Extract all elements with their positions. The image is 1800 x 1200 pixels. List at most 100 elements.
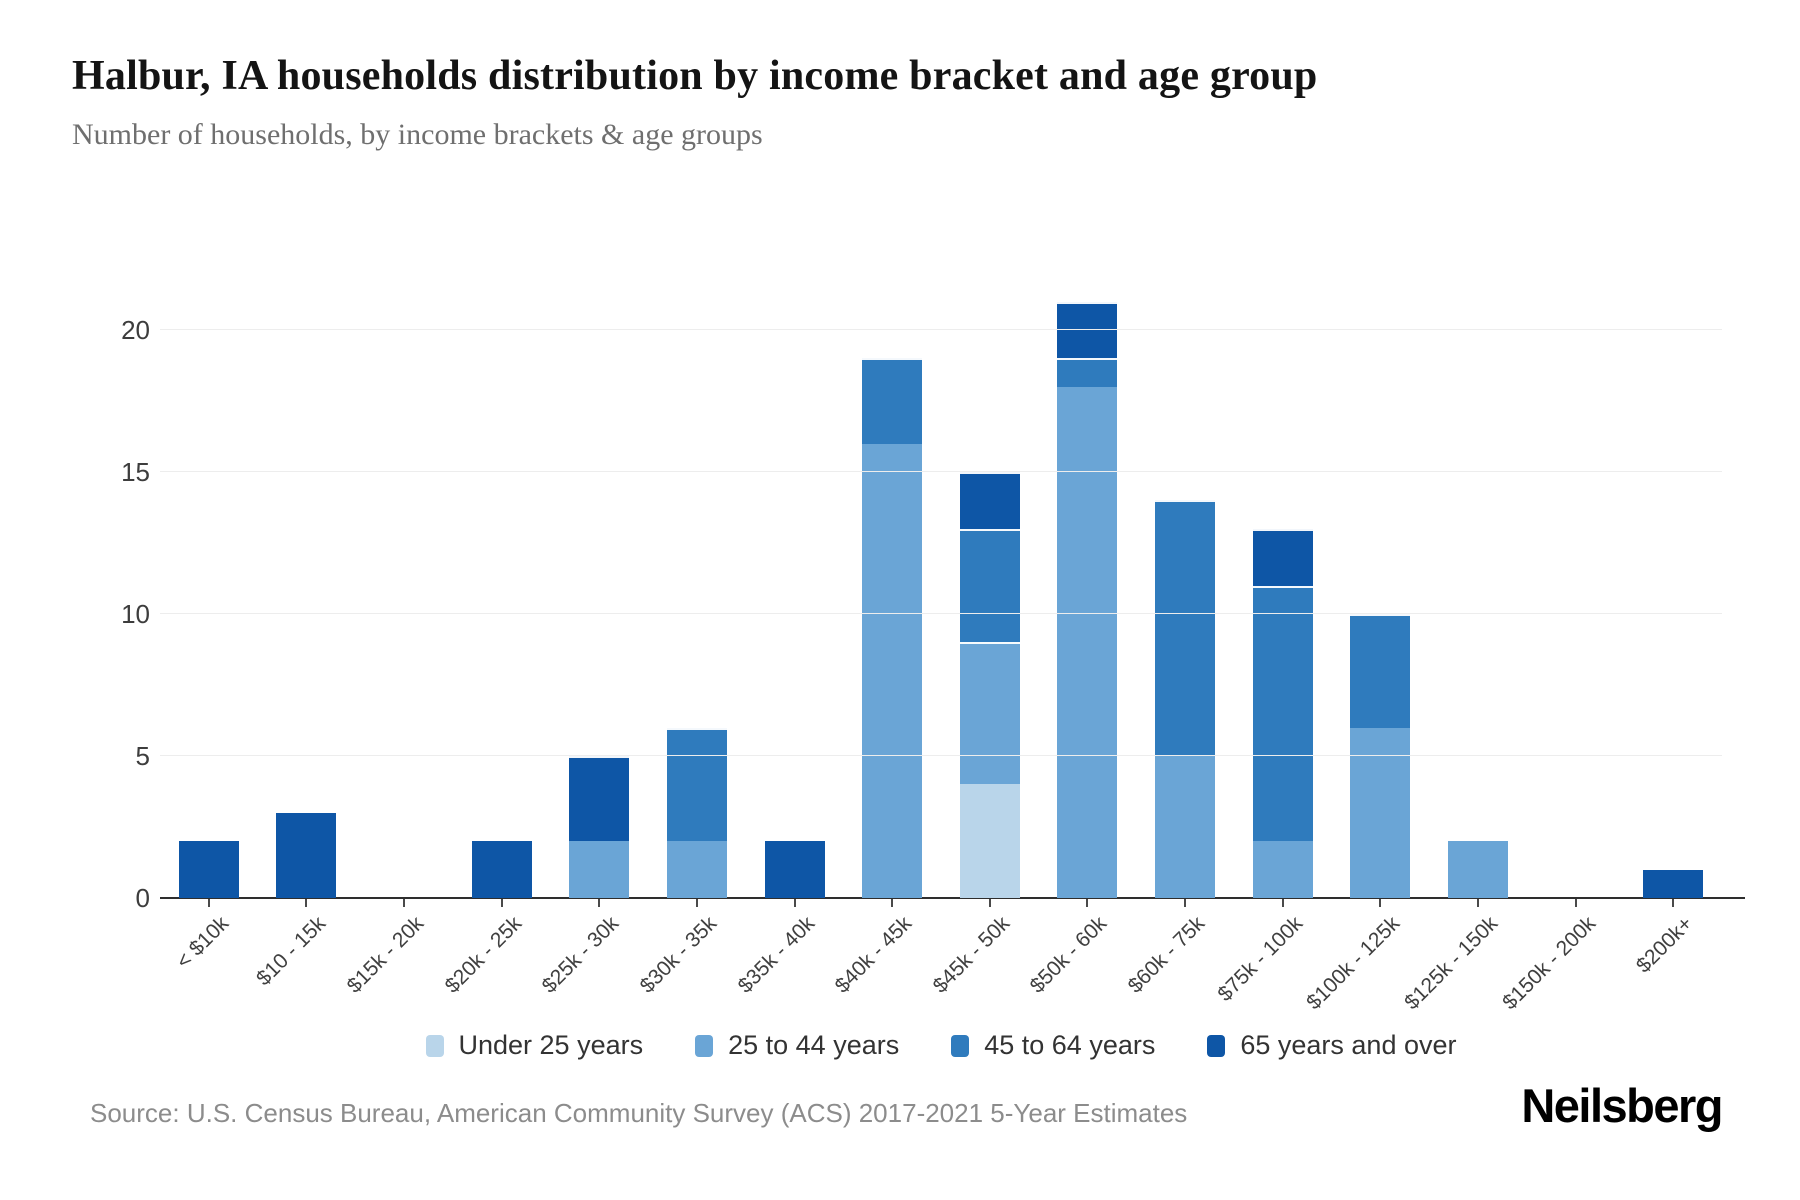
bar-slot <box>551 330 649 907</box>
bar-slot <box>1624 330 1722 907</box>
legend-label: 65 years and over <box>1240 1030 1457 1060</box>
stacked-bar[interactable] <box>764 841 825 898</box>
legend: Under 25 years 25 to 44 years 45 to 64 yea… <box>160 1030 1722 1061</box>
stacked-bar[interactable] <box>666 727 727 898</box>
bar-segment[interactable] <box>569 756 630 842</box>
bar-segment[interactable] <box>178 841 239 898</box>
x-axis-tick-label: $100k - 125k <box>1302 912 1405 1015</box>
bar-segment[interactable] <box>1155 500 1216 756</box>
bar-segment[interactable] <box>276 812 337 898</box>
bar-segment[interactable] <box>959 528 1020 643</box>
source-text: Source: U.S. Census Bureau, American Com… <box>90 1098 1188 1128</box>
x-axis-tick <box>403 899 406 907</box>
stacked-bar[interactable] <box>1447 841 1508 898</box>
bar-segment[interactable] <box>1155 756 1216 898</box>
bar-slot <box>1039 301 1137 907</box>
bar-slot <box>1527 330 1625 907</box>
x-axis-tick-label: $150k - 200k <box>1497 912 1600 1015</box>
stacked-bar[interactable] <box>276 812 337 898</box>
stacked-bar[interactable] <box>1350 614 1411 898</box>
legend-swatch-icon <box>425 1034 444 1057</box>
x-axis-tick <box>1086 899 1089 907</box>
bar-segment[interactable] <box>1057 301 1118 359</box>
bar-segment[interactable] <box>1252 841 1313 898</box>
stacked-bar[interactable] <box>569 756 630 898</box>
bar-segment[interactable] <box>1447 841 1508 898</box>
legend-swatch-icon <box>1207 1034 1226 1057</box>
bar-slot <box>258 330 356 907</box>
bar-segment[interactable] <box>1350 727 1411 898</box>
x-axis-tick <box>793 899 796 907</box>
bar-slot <box>746 330 844 907</box>
x-axis-tick-label: $20k - 25k <box>440 912 526 998</box>
chart-subtitle: Number of households, by income brackets… <box>72 118 763 151</box>
x-axis-tick <box>1184 899 1187 907</box>
x-axis-tick-label: $50k - 60k <box>1026 912 1112 998</box>
bar-segment[interactable] <box>959 784 1020 898</box>
bar-slot <box>843 330 941 907</box>
bar-slot <box>355 330 453 907</box>
bar-segment[interactable] <box>1252 528 1313 586</box>
x-axis-tick <box>1281 899 1284 907</box>
legend-label: 25 to 44 years <box>728 1030 900 1060</box>
stacked-bar[interactable] <box>1252 528 1313 898</box>
x-axis-tick-label: < $10k <box>171 912 234 974</box>
legend-swatch-icon <box>951 1034 970 1057</box>
x-axis-tick-label: $35k - 40k <box>733 912 819 998</box>
bar-segment[interactable] <box>862 443 923 898</box>
x-axis-tick-label: $75k - 100k <box>1213 912 1307 1006</box>
stacked-bar[interactable] <box>862 358 923 898</box>
bar-segment[interactable] <box>666 841 727 898</box>
bar-segment[interactable] <box>1057 358 1118 387</box>
x-axis-tick <box>305 899 308 907</box>
bar-slot <box>453 330 551 907</box>
bar-segment[interactable] <box>666 727 727 842</box>
bar-segment[interactable] <box>959 642 1020 785</box>
y-axis-tick-label: 0 <box>135 883 150 913</box>
bar-segment[interactable] <box>1252 585 1313 842</box>
bar-slot <box>1234 330 1332 907</box>
x-axis-tick <box>1379 899 1382 907</box>
bar-segment[interactable] <box>1643 869 1704 898</box>
gridline-20 <box>160 329 1722 330</box>
x-axis-tick <box>207 899 210 907</box>
x-axis-tick-label: $125k - 150k <box>1400 912 1503 1015</box>
legend-item[interactable]: 25 to 44 years <box>695 1030 899 1061</box>
x-axis-tick-label: $25k - 30k <box>537 912 624 998</box>
x-axis-tick <box>500 899 503 907</box>
stacked-bar[interactable] <box>471 841 532 898</box>
stacked-bar[interactable] <box>959 472 1020 898</box>
bar-slot <box>1429 330 1527 907</box>
gridline-10 <box>160 613 1722 614</box>
legend-item[interactable]: 65 years and over <box>1207 1030 1457 1061</box>
bar-segment[interactable] <box>471 841 532 898</box>
legend-item[interactable]: 45 to 64 years <box>951 1030 1155 1061</box>
gridline-15 <box>160 471 1722 472</box>
bar-segment[interactable] <box>569 841 630 898</box>
x-axis-tick <box>598 899 601 907</box>
x-axis-tick-label: $40k - 45k <box>830 912 917 998</box>
y-axis-tick-label: 15 <box>121 457 150 487</box>
bar-segment[interactable] <box>1350 614 1411 728</box>
legend-label: Under 25 years <box>458 1030 644 1060</box>
bar-segment[interactable] <box>1057 386 1118 898</box>
legend-item[interactable]: Under 25 years <box>425 1030 644 1061</box>
y-axis-tick-label: 10 <box>121 599 150 629</box>
bar-slot <box>941 330 1039 907</box>
bar-slot <box>1332 330 1430 907</box>
stacked-bar[interactable] <box>1057 301 1118 898</box>
x-axis-tick-label: $10 - 15k <box>252 912 331 991</box>
stacked-bar[interactable] <box>1155 500 1216 898</box>
legend-swatch-icon <box>695 1034 714 1057</box>
plot-area: 0 5 10 15 20 < $10k $10 - 15k $15k - 20k $20k - … <box>121 301 1745 1014</box>
legend-label: 45 to 64 years <box>984 1030 1156 1060</box>
bar-segment[interactable] <box>764 841 825 898</box>
x-axis-tick-label: $60k - 75k <box>1123 912 1210 998</box>
gridline-5 <box>160 755 1722 756</box>
bar-segment[interactable] <box>862 358 923 444</box>
stacked-bar[interactable] <box>1643 869 1704 898</box>
x-axis-tick <box>1672 899 1675 907</box>
bar-segment[interactable] <box>959 472 1020 529</box>
stacked-bar[interactable] <box>178 841 239 898</box>
bar-slot <box>1136 330 1234 907</box>
